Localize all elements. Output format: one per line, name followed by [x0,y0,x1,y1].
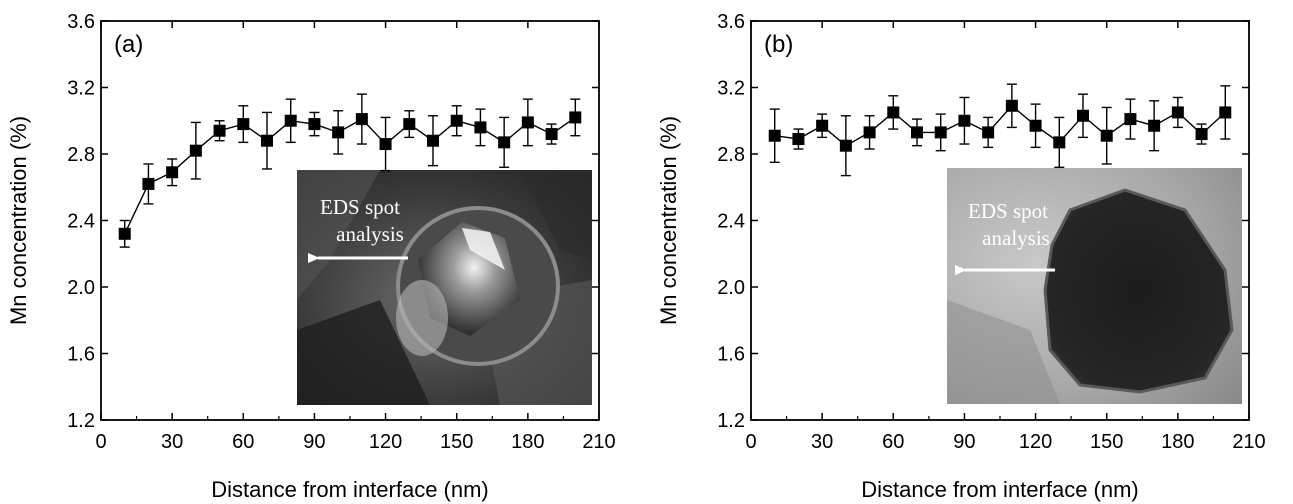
data-point [237,118,250,131]
data-point [284,114,297,127]
x-tick-label: 120 [369,431,402,453]
y-tick-label: 3.6 [67,11,95,33]
data-point [911,126,923,139]
y-tick-label: 1.2 [67,410,95,432]
data-point [261,134,273,147]
data-point [308,118,321,131]
x-tick-label: 180 [511,431,544,453]
x-tick-label: 60 [882,431,904,453]
panel-b: EDS spot analysis 0 30 60 90 120 150 180 210 1.2… [656,11,1266,502]
x-tick-label: 60 [232,431,254,453]
data-point [1053,136,1066,149]
data-point [118,227,131,240]
plot-frame [100,20,600,421]
data-point [355,113,368,126]
y-tick-label: 2.8 [67,144,95,166]
plot-frame [750,20,1250,421]
data-point [1077,109,1089,122]
inset-annotation-line1: EDS spot [320,195,400,219]
data-point [498,136,511,149]
data-point [521,116,534,129]
y-tick-label: 2.0 [717,277,745,299]
panel-a: EDS spot analysis 0 30 60 90 120 150 180 210 1.2… [6,11,616,502]
data-point [166,166,179,179]
data-point [403,118,416,131]
y-tick-label: 1.2 [717,410,745,432]
y-tick-label: 2.8 [717,144,745,166]
y-tick-label: 3.2 [717,78,745,100]
data-point [545,128,558,141]
x-axis-label: Distance from interface (nm) [211,477,489,502]
inset-micrograph-b: EDS spot analysis [947,168,1242,404]
data-point [1171,106,1184,119]
data-point [332,126,345,139]
data-point [839,139,852,152]
x-tick-label: 210 [582,431,615,453]
x-tick-label: 210 [1232,431,1265,453]
data-point [213,124,226,137]
data-point [1005,99,1018,112]
plot-b: 0 30 60 90 120 150 180 210 1.2 1.6 2.0 2.4 2.8 3.2 3.6… [656,11,1266,502]
y-tick-label: 3.6 [717,11,745,33]
data-point [1100,129,1113,142]
x-tick-label: 90 [303,431,325,453]
plot-a: 0 30 60 90 120 150 180 210 1.2 1.6 2.0 2.4 2.8 3.2 3.6… [6,11,616,502]
inset-annotation-line1: EDS spot [968,199,1048,223]
x-tick-label: 0 [95,431,106,453]
x-tick-label: 90 [953,431,975,453]
x-tick-label: 30 [811,431,833,453]
x-tick-label: 180 [1161,431,1194,453]
data-point [768,129,781,142]
inset-annotation-line2: analysis [982,226,1050,250]
data-point [474,121,487,134]
x-axis-label: Distance from interface (nm) [861,477,1139,502]
y-tick-label: 1.6 [67,344,95,366]
x-tick-label: 0 [745,431,756,453]
data-point [450,114,463,127]
panel-label-a: (a) [114,31,143,58]
data-point [887,106,900,119]
y-tick-label: 2.0 [67,277,95,299]
x-tick-label: 150 [1090,431,1123,453]
x-tick-label: 30 [161,431,183,453]
x-tick-label: 120 [1019,431,1052,453]
data-point [189,144,202,157]
data-point [427,134,439,147]
data-point [569,111,582,124]
data-point [982,126,995,139]
y-tick-label: 1.6 [717,344,745,366]
data-point [142,177,155,190]
data-point [1124,113,1137,126]
data-point [1148,119,1161,132]
panel-label-b: (b) [764,31,793,58]
y-axis-label: Mn concentration (%) [6,116,31,325]
y-tick-label: 2.4 [67,211,95,233]
data-point [816,119,829,132]
y-tick-label: 3.2 [67,78,95,100]
data-point [958,114,971,127]
inset-micrograph-a: EDS spot analysis [297,170,592,405]
data-point [934,126,947,139]
y-axis-label: Mn concentration (%) [656,116,681,325]
x-tick-label: 150 [440,431,473,453]
data-point [1195,128,1208,141]
y-tick-label: 2.4 [717,211,745,233]
data-point [792,133,805,146]
data-point [863,126,876,139]
data-point [379,138,392,151]
data-point [1029,119,1042,132]
data-point [1219,106,1232,119]
inset-annotation-line2: analysis [336,222,404,246]
